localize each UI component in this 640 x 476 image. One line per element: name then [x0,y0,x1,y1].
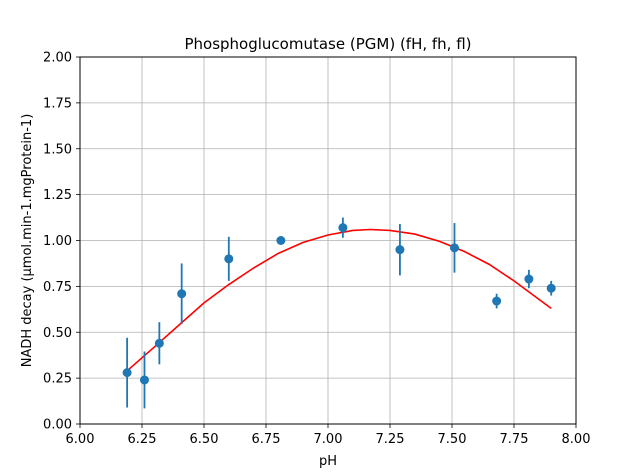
chart-title: Phosphoglucomutase (PGM) (fH, fh, fl) [184,35,471,53]
data-point [546,283,556,293]
x-axis-ticks: 6.00 6.25 6.50 6.75 7.00 7.25 7.50 7.75 8.00 [66,424,591,447]
points-layer [122,223,556,385]
data-point [122,368,132,378]
fit-layer [126,228,552,372]
y-tick-label: 0.25 [43,372,72,387]
x-tick-label: 7.00 [314,432,343,447]
y-tick-label: 0.50 [43,326,72,341]
data-point [224,254,234,264]
data-point [276,236,286,245]
x-tick-label: 7.50 [438,432,467,447]
y-tick-label: 1.00 [43,234,72,249]
x-tick-label: 8.00 [562,432,591,447]
data-point [395,245,405,255]
x-tick-label: 7.25 [376,432,405,447]
data-point [449,243,459,253]
x-tick-label: 7.75 [500,432,529,447]
x-tick-label: 6.50 [190,432,219,447]
x-tick-label: 6.00 [66,432,95,447]
data-point [139,375,149,385]
y-axis-ticks: 0.00 0.25 0.50 0.75 1.00 1.25 1.50 1.75 2.00 [43,51,80,433]
x-axis-label: pH [319,454,337,469]
x-tick-label: 6.25 [128,432,157,447]
y-tick-label: 1.75 [43,96,72,111]
y-tick-label: 0.00 [43,418,72,433]
data-point [524,274,534,284]
data-point [492,296,502,306]
data-point [338,223,348,233]
y-tick-label: 1.50 [43,142,72,157]
y-tick-label: 2.00 [43,51,72,66]
y-tick-label: 1.25 [43,188,72,203]
fit-curve [126,228,552,372]
x-tick-label: 6.75 [252,432,281,447]
data-point [154,338,164,348]
data-point [177,289,187,299]
y-tick-label: 0.75 [43,280,72,295]
y-axis-label: NADH decay (μmol.min-1.mgProtein-1) [20,114,35,368]
